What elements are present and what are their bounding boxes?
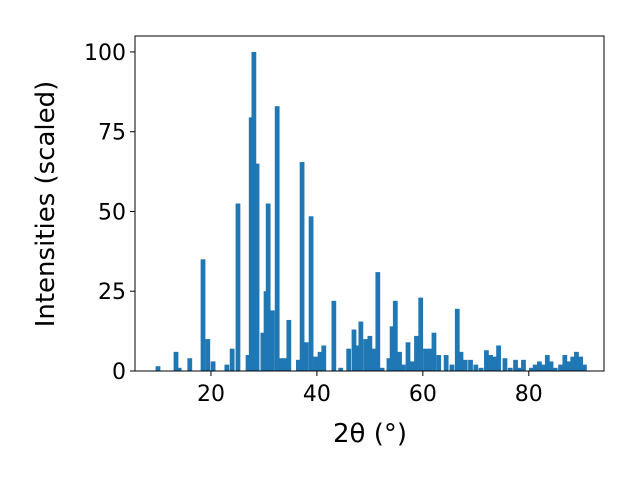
- bar: [210, 361, 216, 371]
- bar: [224, 364, 230, 371]
- bar: [473, 364, 479, 371]
- bar: [436, 355, 442, 371]
- bar: [484, 350, 489, 371]
- bar: [205, 339, 211, 371]
- bar: [397, 351, 402, 371]
- bar: [313, 356, 319, 371]
- bar: [431, 332, 437, 371]
- bar: [427, 348, 433, 371]
- bar: [566, 361, 571, 371]
- bar: [346, 348, 352, 371]
- bar: [375, 272, 381, 371]
- bar: [295, 359, 301, 371]
- bar: [513, 359, 518, 371]
- bar: [176, 367, 182, 371]
- bar: [541, 364, 546, 371]
- bar: [286, 319, 292, 371]
- bar: [260, 332, 266, 371]
- bar: [462, 359, 468, 371]
- bar: [363, 339, 369, 371]
- bar: [392, 300, 398, 371]
- bar: [548, 361, 554, 371]
- bar: [405, 342, 411, 371]
- bar: [507, 367, 513, 371]
- bar: [570, 356, 576, 371]
- y-tick-label: 100: [84, 41, 126, 66]
- bar: [303, 342, 309, 371]
- bar: [409, 361, 415, 371]
- x-tick-label: 20: [197, 382, 225, 407]
- bar: [562, 355, 568, 371]
- x-axis-label: 2θ (°): [333, 419, 407, 449]
- bar: [367, 335, 373, 371]
- bar: [308, 216, 314, 371]
- bar: [245, 355, 251, 371]
- bar: [254, 163, 260, 371]
- bar: [491, 356, 497, 371]
- bar: [478, 367, 484, 371]
- bar: [321, 345, 327, 371]
- bar: [544, 355, 550, 371]
- bar: [532, 364, 538, 371]
- bar: [229, 348, 235, 371]
- bar: [400, 364, 406, 371]
- bar: [454, 308, 460, 371]
- y-axis-label: Intensities (scaled): [31, 81, 61, 328]
- plot-frame: [134, 35, 605, 372]
- bar: [331, 300, 337, 371]
- bar: [299, 162, 305, 371]
- bar: [443, 355, 449, 371]
- bar: [187, 358, 193, 371]
- bar: [423, 348, 428, 371]
- bar: [235, 203, 241, 371]
- y-tick-label: 75: [98, 121, 126, 146]
- bar: [155, 366, 161, 371]
- bar: [582, 364, 587, 371]
- bar: [354, 345, 360, 371]
- bar: [488, 355, 494, 371]
- bar: [552, 367, 558, 371]
- bar: [270, 310, 275, 371]
- bar: [536, 361, 542, 371]
- bar: [558, 364, 563, 371]
- bar: [274, 106, 280, 371]
- bar: [358, 321, 364, 371]
- x-tick-label: 40: [303, 382, 331, 407]
- bar: [200, 259, 206, 371]
- bar: [282, 358, 288, 371]
- bar: [521, 359, 526, 371]
- bar: [248, 117, 254, 371]
- bar: [379, 367, 385, 371]
- y-tick-label: 25: [98, 280, 126, 305]
- bar: [468, 359, 473, 371]
- bar: [279, 358, 284, 371]
- bar: [449, 364, 455, 371]
- y-tick-label: 0: [112, 360, 126, 385]
- bar: [389, 326, 395, 371]
- x-tick-label: 60: [409, 382, 437, 407]
- bar: [338, 367, 344, 371]
- bar: [502, 358, 508, 371]
- y-tick-label: 50: [98, 200, 126, 225]
- bar: [265, 203, 271, 371]
- x-tick-label: 80: [515, 382, 543, 407]
- bar: [351, 329, 357, 371]
- bar: [251, 51, 257, 371]
- bar: [317, 351, 323, 371]
- bar: [529, 367, 534, 371]
- bar: [458, 351, 464, 371]
- bar: [371, 348, 377, 371]
- bar: [386, 358, 392, 371]
- bar: [414, 335, 419, 371]
- bar: [496, 345, 501, 371]
- bar: [418, 297, 424, 371]
- bar: [574, 351, 579, 371]
- bar: [517, 367, 523, 371]
- bar: [173, 351, 179, 371]
- bar: [578, 356, 584, 371]
